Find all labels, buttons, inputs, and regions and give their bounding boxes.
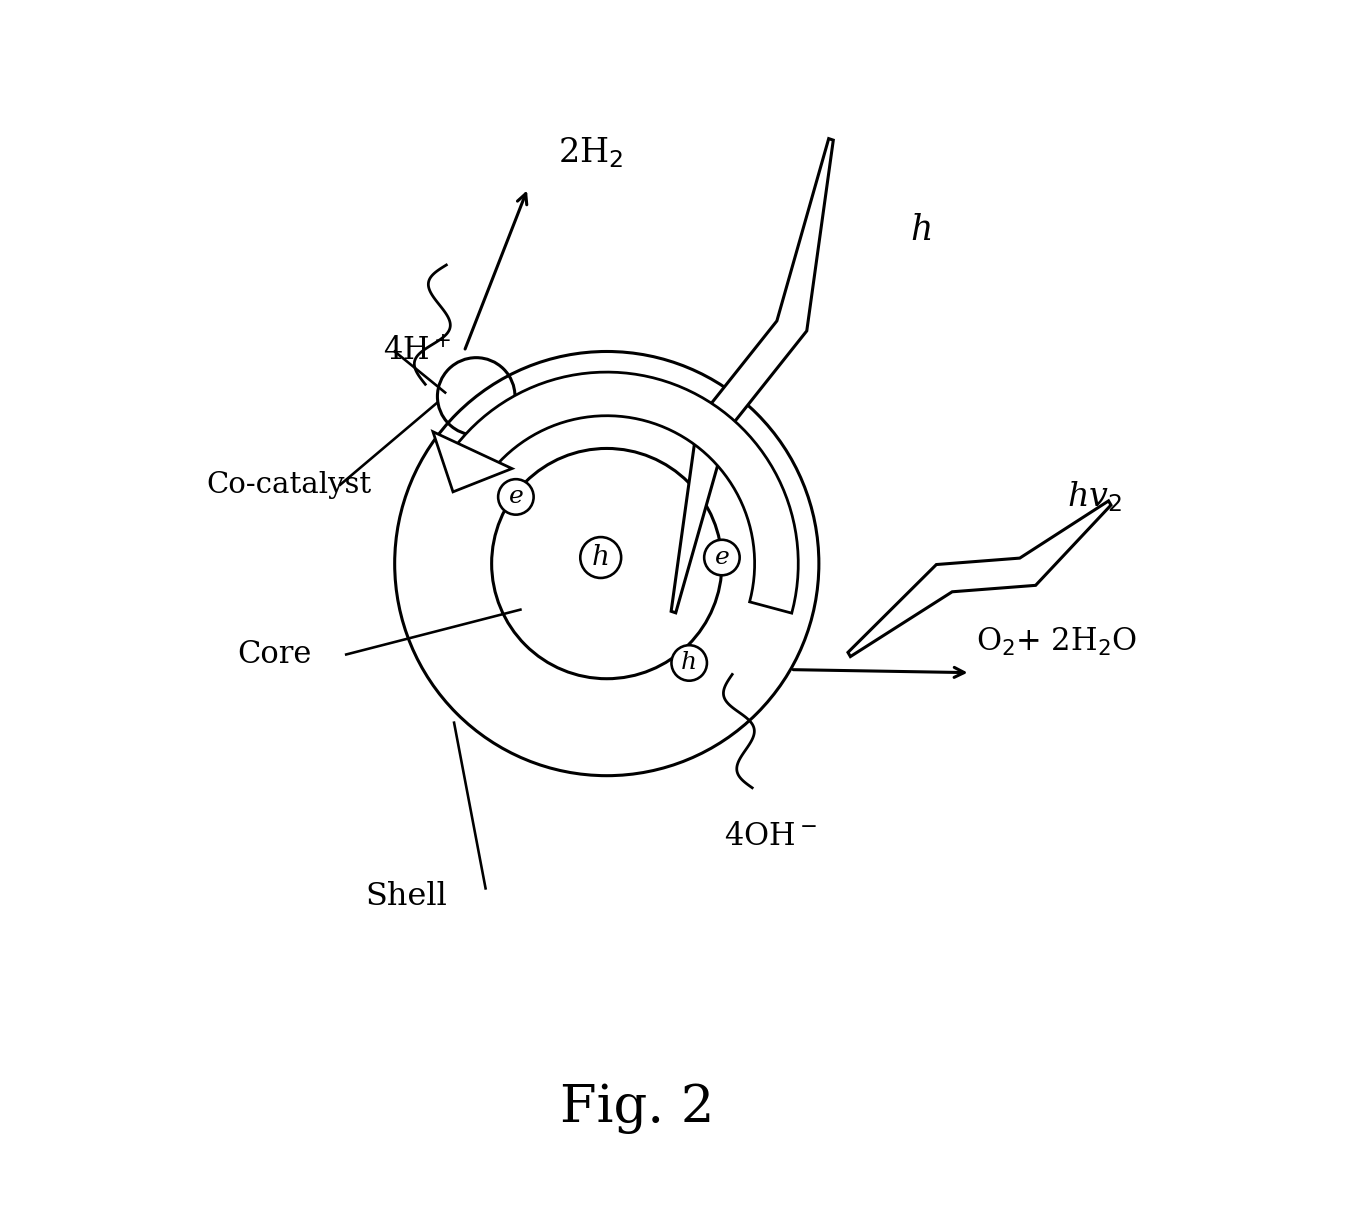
Text: hv$_2$: hv$_2$ xyxy=(1067,480,1123,514)
Text: 4H$^+$: 4H$^+$ xyxy=(383,336,451,367)
Polygon shape xyxy=(454,372,798,613)
Text: 2H$_2$: 2H$_2$ xyxy=(559,135,624,170)
Text: h: h xyxy=(681,652,697,674)
Text: O$_2$+ 2H$_2$O: O$_2$+ 2H$_2$O xyxy=(976,627,1137,658)
Text: Shell: Shell xyxy=(366,881,447,913)
Polygon shape xyxy=(671,138,833,613)
Polygon shape xyxy=(434,431,512,492)
Polygon shape xyxy=(848,501,1110,657)
Text: h: h xyxy=(911,213,934,247)
Text: Co-catalyst: Co-catalyst xyxy=(207,470,372,499)
Text: e: e xyxy=(715,547,730,568)
Text: e: e xyxy=(508,486,523,508)
Text: h: h xyxy=(591,544,610,571)
Text: 4OH$^-$: 4OH$^-$ xyxy=(724,821,817,852)
Text: Fig. 2: Fig. 2 xyxy=(560,1084,715,1134)
Text: Core: Core xyxy=(236,639,311,670)
